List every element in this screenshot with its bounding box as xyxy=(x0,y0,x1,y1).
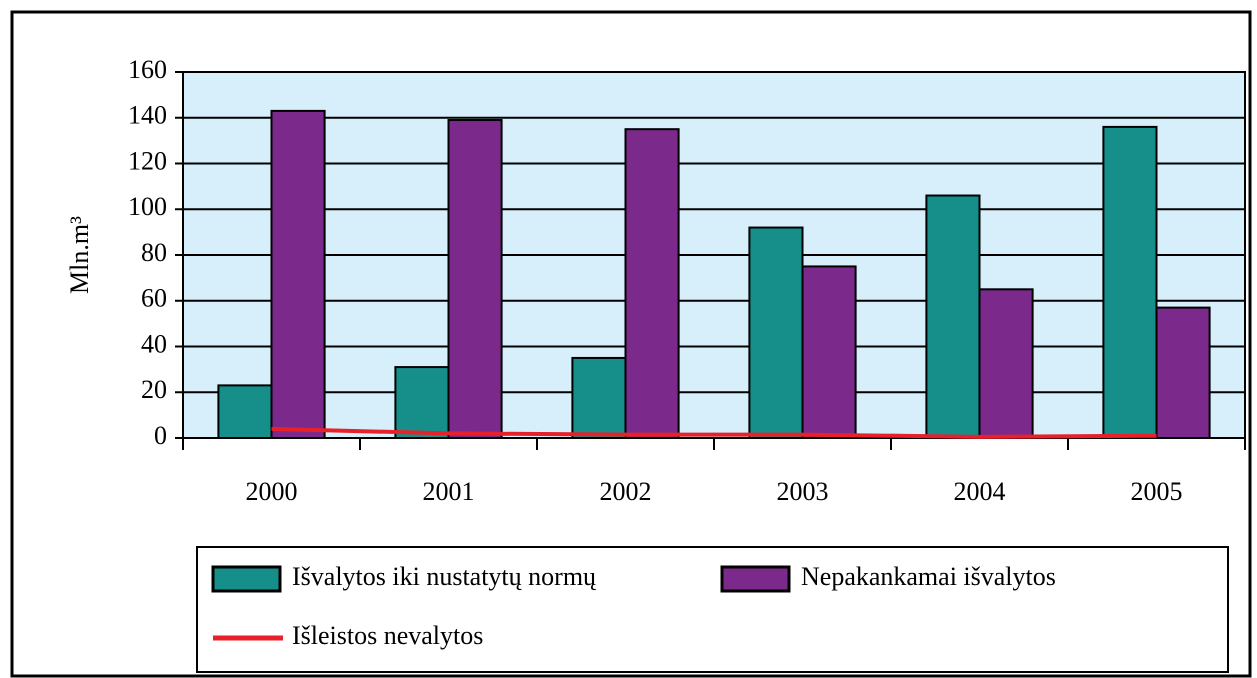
y-tick-label: 20 xyxy=(141,375,167,404)
line xyxy=(271,426,1157,439)
x-tick-label: 2005 xyxy=(1131,477,1183,506)
x-tick-label: 2000 xyxy=(246,477,298,506)
x-tick-label: 2004 xyxy=(954,477,1006,506)
x-tick-label: 2001 xyxy=(423,477,475,506)
y-tick-label: 60 xyxy=(141,284,167,313)
legend-swatch xyxy=(211,565,282,593)
bar xyxy=(394,366,450,439)
y-tick-label: 100 xyxy=(128,192,167,221)
bar xyxy=(447,119,503,439)
legend-label: Išleistos nevalytos xyxy=(292,621,483,650)
x-tick-label: 2002 xyxy=(600,477,652,506)
bar xyxy=(1155,306,1211,439)
frame xyxy=(10,10,1252,678)
bar xyxy=(978,288,1034,439)
y-tick-label: 0 xyxy=(154,421,167,450)
bar xyxy=(801,265,857,439)
x-tick-label: 2003 xyxy=(777,477,829,506)
bar xyxy=(217,384,273,440)
bar xyxy=(624,128,680,439)
y-tick-label: 160 xyxy=(128,55,167,84)
legend-swatch xyxy=(720,565,791,593)
legend xyxy=(196,546,1229,673)
legend-label: Išvalytos iki nustatytų normų xyxy=(292,562,597,591)
y-tick-label: 80 xyxy=(141,238,167,267)
bar xyxy=(1102,125,1158,440)
bar xyxy=(571,356,627,439)
y-axis-label: Mln.m³ xyxy=(65,216,94,294)
y-tick-label: 40 xyxy=(141,329,167,358)
y-tick-label: 140 xyxy=(128,101,167,130)
bar xyxy=(270,109,326,439)
legend-label: Nepakankamai išvalytos xyxy=(801,562,1056,591)
bar xyxy=(748,226,804,439)
y-tick-label: 120 xyxy=(128,146,167,175)
bar xyxy=(925,194,981,439)
